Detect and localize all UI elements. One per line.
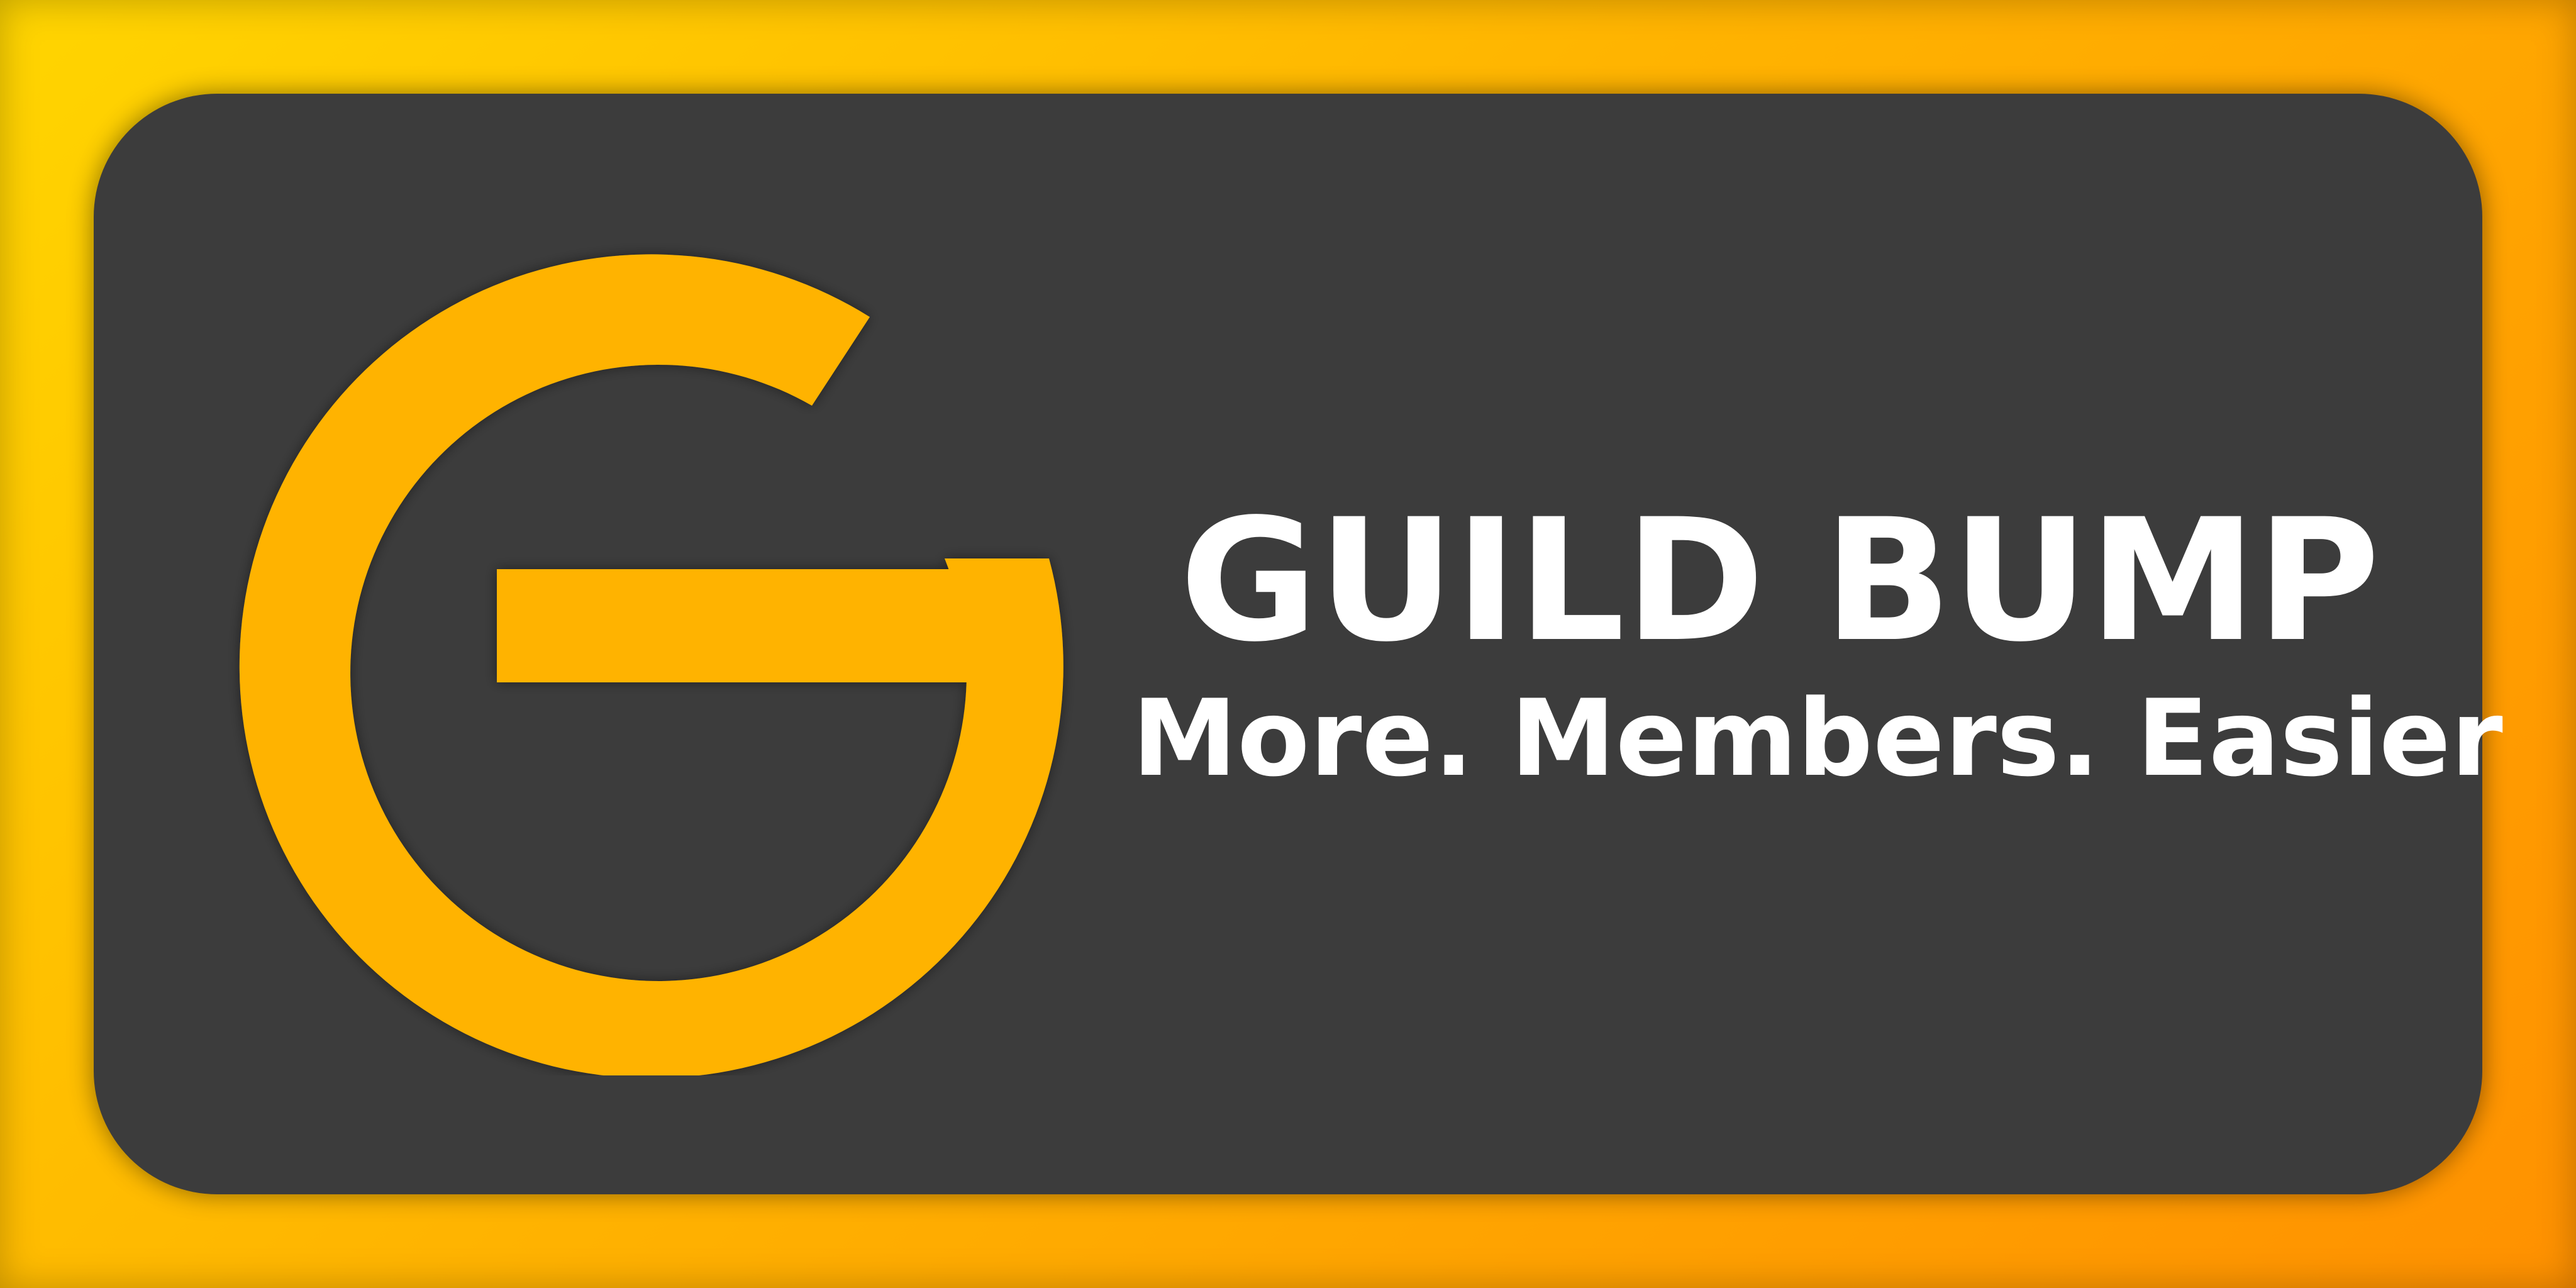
g-letter-logo-icon <box>239 254 1063 1075</box>
brand-title: GUILD BUMP <box>1179 483 2380 679</box>
brand-tagline: More. Members. Easier <box>1132 677 2503 800</box>
